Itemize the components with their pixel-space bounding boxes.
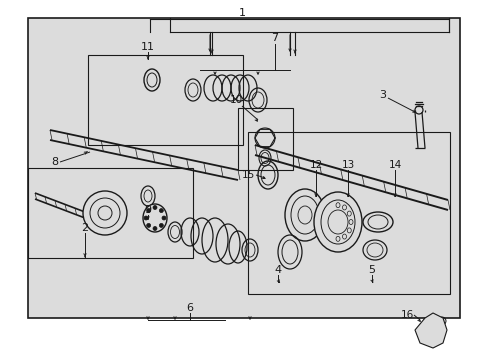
- Text: 4: 4: [274, 265, 281, 275]
- Text: 5: 5: [368, 265, 375, 275]
- Bar: [28, 18, 459, 318]
- Ellipse shape: [162, 216, 165, 220]
- Bar: [28, 168, 193, 258]
- Text: 3: 3: [379, 90, 386, 100]
- Ellipse shape: [83, 191, 127, 235]
- Ellipse shape: [143, 216, 148, 220]
- Bar: [88, 55, 243, 145]
- Bar: [28, 18, 459, 318]
- Text: 6: 6: [186, 303, 193, 313]
- Text: 11: 11: [141, 42, 155, 52]
- Text: 12: 12: [309, 160, 322, 170]
- Ellipse shape: [142, 204, 167, 232]
- Ellipse shape: [146, 224, 150, 228]
- Bar: [238, 108, 292, 170]
- Ellipse shape: [146, 208, 150, 212]
- Text: 9: 9: [144, 205, 151, 215]
- Ellipse shape: [313, 192, 361, 252]
- Ellipse shape: [159, 208, 163, 212]
- Bar: [247, 132, 449, 294]
- Ellipse shape: [437, 317, 445, 325]
- Text: 16: 16: [400, 310, 413, 320]
- Text: 13: 13: [341, 160, 354, 170]
- Ellipse shape: [423, 321, 437, 339]
- Ellipse shape: [153, 226, 157, 230]
- Ellipse shape: [285, 189, 325, 241]
- Text: 7: 7: [271, 33, 278, 43]
- Text: 1: 1: [238, 8, 245, 18]
- Text: 14: 14: [387, 160, 401, 170]
- Ellipse shape: [153, 206, 157, 210]
- Text: 10: 10: [229, 95, 242, 105]
- Text: 8: 8: [51, 157, 59, 167]
- Text: 2: 2: [81, 223, 88, 233]
- Text: 15: 15: [241, 170, 254, 180]
- Ellipse shape: [159, 224, 163, 228]
- Polygon shape: [414, 313, 446, 348]
